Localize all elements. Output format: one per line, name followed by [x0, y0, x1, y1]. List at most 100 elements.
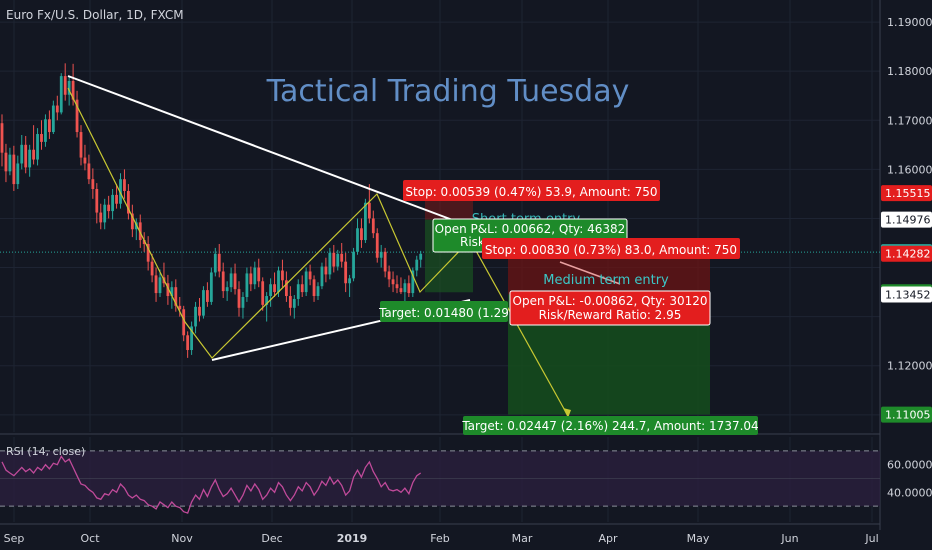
candle-body-58	[229, 273, 233, 288]
price-badge-0	[881, 185, 932, 202]
candle-body-48	[190, 326, 193, 351]
candle-body-52	[206, 290, 209, 302]
time-tick-3: Dec	[261, 532, 282, 545]
candle-body-99	[391, 279, 395, 285]
candle-body-98	[387, 271, 391, 280]
candle-body-49	[194, 306, 197, 327]
rsi-panel: 60.0000 40.0000	[0, 450, 932, 514]
price-tick-0: 1.19000	[887, 16, 932, 29]
projection-arrow-head	[563, 408, 571, 418]
upper-trend-line	[67, 75, 459, 223]
candle-body-2	[8, 154, 12, 172]
candle-body-4	[16, 163, 20, 185]
candle-body-106	[419, 253, 423, 260]
candle-body-38	[150, 261, 154, 276]
short-target-label-box	[380, 301, 508, 322]
candle-body-23	[91, 179, 95, 189]
price-badge-text-3: 1.14282	[885, 248, 931, 261]
candle-body-56	[221, 271, 225, 292]
candle-body-3	[12, 154, 16, 185]
short-pnl-text: Open P&L: 0.00662, Qty: 46382	[435, 222, 626, 236]
candle-body-93	[367, 202, 371, 219]
candle-body-15	[59, 76, 63, 113]
candle-body-50	[198, 306, 201, 316]
candle-body-31	[123, 179, 126, 191]
candle-body-82	[324, 266, 328, 275]
candle-body-47	[186, 335, 190, 351]
candle-body-105	[415, 259, 419, 271]
candle-body-88	[348, 278, 351, 284]
candle-body-89	[352, 251, 355, 279]
price-badge-6	[881, 406, 932, 423]
candle-body-46	[182, 309, 186, 336]
time-tick-5: Feb	[430, 532, 449, 545]
price-tick-4: 1.12000	[887, 360, 932, 373]
candle-body-18	[71, 81, 75, 100]
candle-body-33	[130, 213, 134, 230]
price-tick-3: 1.16000	[887, 163, 932, 176]
candle-body-95	[375, 233, 379, 258]
candle-body-37	[146, 243, 150, 262]
time-axis[interactable]: Sep Oct Nov Dec 2019 Feb Mar Apr May Jun Jul	[4, 532, 879, 545]
candle-body-97	[383, 251, 387, 272]
candle-body-103	[407, 283, 411, 294]
candle-body-61	[241, 297, 245, 308]
medium-target-label-text: Target: 0.02447 (2.16%) 244.7, Amount: 1…	[461, 419, 758, 433]
candle-body-57	[225, 287, 229, 292]
price-badge-text-0: 1.15515	[885, 187, 931, 200]
medium-rr-text: Risk/Reward Ratio: 2.95	[539, 308, 682, 322]
candle-body-73	[288, 296, 292, 308]
candle-body-30	[119, 179, 122, 204]
candle-body-21	[83, 157, 87, 164]
medium-entry-arrow	[559, 261, 621, 285]
candle-body-29	[115, 194, 118, 204]
candle-body-94	[371, 218, 375, 234]
candle-body-43	[170, 287, 174, 297]
candle-body-62	[245, 273, 249, 297]
candle-body-7	[28, 149, 32, 168]
time-tick-8: May	[687, 532, 710, 545]
price-badge-3	[881, 245, 932, 262]
candle-body-25	[99, 212, 103, 223]
candle-body-72	[285, 280, 288, 297]
candle-body-78	[308, 271, 312, 280]
candle-body-85	[336, 253, 340, 267]
candle-body-13	[51, 105, 55, 133]
candle-body-68	[269, 284, 272, 297]
candle-body-63	[249, 273, 253, 285]
candle-body-1	[4, 152, 8, 172]
time-tick-2: Nov	[171, 532, 193, 545]
candle-body-81	[320, 266, 324, 287]
candle-body-44	[174, 287, 178, 306]
symbol-title[interactable]: Euro Fx/U.S. Dollar, 1D, FXCM	[6, 8, 184, 22]
candle-body-53	[209, 272, 213, 302]
medium-stop-label-text: Stop: 0.00830 (0.73%) 83.0, Amount: 750	[485, 243, 737, 257]
price-axis[interactable]: 1.19000 1.18000 1.17000 1.16000 1.12000 1.155…	[881, 16, 932, 423]
medium-stop-zone	[508, 253, 710, 295]
chart-headline: Tactical Trading Tuesday	[266, 74, 630, 109]
candle-body-71	[281, 270, 284, 281]
candle-body-54	[213, 253, 217, 273]
candle-body-70	[277, 270, 280, 293]
candle-body-6	[24, 144, 28, 168]
medium-stop-label-box	[482, 238, 740, 259]
candle-body-22	[87, 163, 91, 180]
rsi-label[interactable]: RSI (14, close)	[6, 445, 85, 458]
position-labels: Stop: 0.00539 (0.47%) 53.9, Amount: 750 S…	[378, 180, 759, 435]
candle-body-11	[44, 119, 47, 142]
candle-body-92	[364, 202, 367, 241]
time-tick-7: Apr	[598, 532, 618, 545]
candle-body-60	[237, 289, 241, 308]
candle-body-87	[344, 261, 348, 284]
candle-body-16	[63, 76, 67, 95]
medium-pnl-text: Open P&L: -0.00862, Qty: 30120	[513, 294, 708, 308]
candle-body-100	[395, 284, 399, 289]
candle-body-59	[233, 273, 237, 290]
price-badge-1	[881, 211, 932, 228]
price-tick-1: 1.18000	[887, 65, 932, 78]
candle-body-69	[273, 284, 276, 293]
candle-body-32	[127, 190, 130, 214]
candle-body-19	[75, 99, 79, 133]
candle-body-39	[154, 275, 158, 294]
